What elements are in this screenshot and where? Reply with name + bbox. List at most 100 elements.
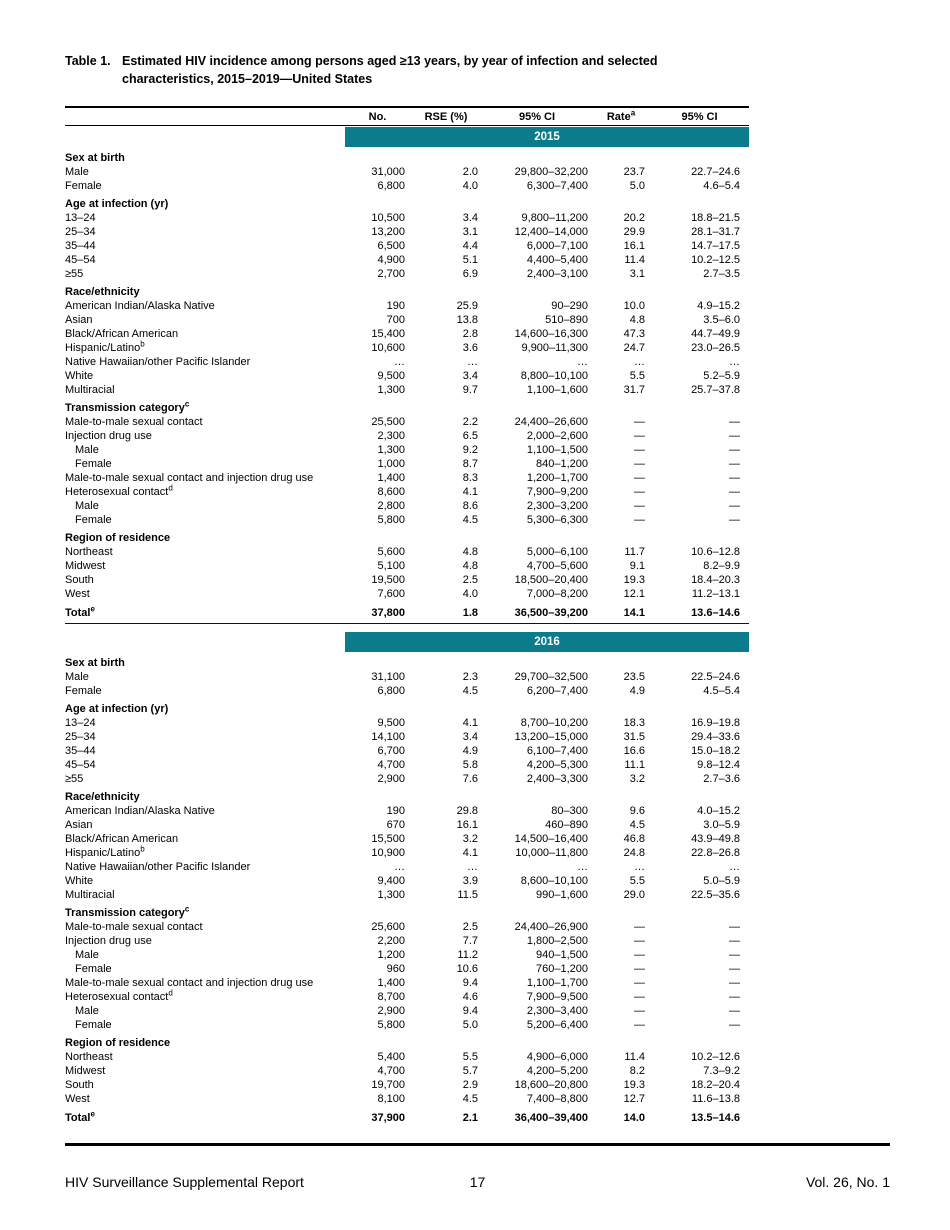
row-label: 35–44 — [65, 240, 96, 252]
cell-rate: 31.7 — [623, 384, 645, 396]
row-label: Multiracial — [65, 889, 115, 901]
table-row: ≥55 2,700 6.9 2,400–3,100 3.1 2.7–3.5 — [65, 267, 749, 281]
cell-no: 4,700 — [377, 759, 405, 771]
row-label: Injection drug use — [65, 430, 152, 442]
table-row: Male 31,100 2.3 29,700–32,500 23.5 22.5–24.6 — [65, 670, 749, 684]
cell-rate: 47.3 — [623, 328, 645, 340]
row-label: Female — [65, 180, 102, 192]
cell-no: 8,700 — [377, 991, 405, 1003]
table-row: Female 960 10.6 760–1,200 — — — [65, 962, 749, 976]
row-label: 35–44 — [65, 745, 96, 757]
cell-ci: 940–1,500 — [536, 949, 588, 961]
cell-rate-ci: 14.7–17.5 — [691, 240, 740, 252]
cell-ci: … — [577, 861, 588, 873]
cell-no: 4,700 — [377, 1065, 405, 1077]
cell-rse: 4.4 — [462, 240, 478, 252]
cell-ci: 8,800–10,100 — [520, 370, 588, 382]
cell-no: 8,600 — [377, 486, 405, 498]
cell-rate: — — [634, 416, 645, 428]
row-label: Male-to-male sexual contact and injectio… — [65, 472, 314, 484]
cell-no: 37,900 — [371, 1112, 405, 1124]
cell-rse: 3.2 — [462, 833, 478, 845]
cell-rate: — — [634, 514, 645, 526]
total-row: Totale 37,800 1.8 36,500–39,200 14.1 13.6–14.… — [65, 605, 749, 620]
cell-no: 1,300 — [377, 444, 405, 456]
banner-spacer — [65, 632, 345, 652]
table-row: 45–54 4,700 5.8 4,200–5,300 11.1 9.8–12.4 — [65, 758, 749, 772]
cell-rate: — — [634, 486, 645, 498]
table-title-line1: Estimated HIV incidence among persons ag… — [122, 54, 658, 68]
cell-rate-ci: 5.2–5.9 — [703, 370, 740, 382]
cell-rse: 7.6 — [462, 773, 478, 785]
column-header-rse: RSE (%) — [424, 110, 468, 123]
cell-rate: 5.5 — [629, 370, 645, 382]
group-header: Race/ethnicity — [65, 790, 749, 804]
cell-rate-ci: — — [729, 444, 740, 456]
table-row: West 8,100 4.5 7,400–8,800 12.7 11.6–13.8 — [65, 1092, 749, 1106]
cell-rse: 4.6 — [462, 991, 478, 1003]
table-row: Male 1,200 11.2 940–1,500 — — — [65, 948, 749, 962]
row-label: South — [65, 1079, 94, 1091]
cell-rse: 3.4 — [462, 731, 478, 743]
cell-rate: — — [634, 963, 645, 975]
cell-rse: 11.2 — [457, 949, 478, 961]
cell-ci: 7,000–8,200 — [526, 588, 588, 600]
year-label: 2016 — [345, 632, 749, 652]
cell-no: 960 — [386, 963, 405, 975]
cell-rate-ci: — — [729, 935, 740, 947]
cell-ci: 1,100–1,600 — [526, 384, 588, 396]
row-label: Male — [75, 444, 99, 456]
group-header: Race/ethnicity — [65, 285, 749, 299]
cell-rse: 9.4 — [462, 1005, 478, 1017]
cell-rate-ci: — — [729, 963, 740, 975]
cell-ci: 18,600–20,800 — [514, 1079, 588, 1091]
cell-rse: 10.6 — [456, 963, 478, 975]
row-label: Hispanic/Latinob — [65, 339, 145, 354]
cell-rate: … — [634, 861, 645, 873]
row-label: Native Hawaiian/other Pacific Islander — [65, 356, 251, 368]
table-title-text: Estimated HIV incidence among persons ag… — [122, 52, 732, 88]
cell-rate-ci: 2.7–3.5 — [703, 268, 740, 280]
table-row: Male 2,800 8.6 2,300–3,200 — — — [65, 499, 749, 513]
group-header-label: Age at infection (yr) — [65, 198, 169, 210]
cell-rate-ci: 22.7–24.6 — [691, 166, 740, 178]
table-row: Male-to-male sexual contact and injectio… — [65, 471, 749, 485]
cell-no: 7,600 — [377, 588, 405, 600]
cell-ci: 4,900–6,000 — [526, 1051, 588, 1063]
cell-rate: 11.7 — [624, 546, 645, 558]
cell-rse: … — [467, 356, 478, 368]
cell-ci: 12,400–14,000 — [514, 226, 588, 238]
cell-no: 5,800 — [377, 1019, 405, 1031]
cell-rse: 5.0 — [462, 1019, 478, 1031]
table-row: Hispanic/Latinob 10,900 4.1 10,000–11,800 24… — [65, 845, 749, 860]
cell-rse: 2.1 — [462, 1112, 478, 1124]
cell-rate: 5.5 — [629, 875, 645, 887]
row-label: Midwest — [65, 560, 106, 572]
cell-rate: 14.0 — [623, 1112, 645, 1124]
group-header-label: Age at infection (yr) — [65, 703, 169, 715]
cell-rse: 8.3 — [462, 472, 478, 484]
cell-rate-ci: — — [729, 472, 740, 484]
table-row: Male-to-male sexual contact and injectio… — [65, 976, 749, 990]
cell-rate-ci: 4.6–5.4 — [703, 180, 740, 192]
cell-ci: 4,400–5,400 — [526, 254, 588, 266]
cell-no: 8,100 — [377, 1093, 405, 1105]
cell-rate: 5.0 — [629, 180, 645, 192]
cell-rate: 20.2 — [623, 212, 645, 224]
cell-rate: 24.7 — [623, 342, 645, 354]
cell-ci: 1,200–1,700 — [526, 472, 588, 484]
row-label: Black/African American — [65, 833, 179, 845]
cell-ci: 29,700–32,500 — [514, 671, 588, 683]
cell-ci: 5,200–6,400 — [526, 1019, 588, 1031]
table-row: Male 31,000 2.0 29,800–32,200 23.7 22.7–24.6 — [65, 165, 749, 179]
cell-rse: 4.1 — [462, 717, 478, 729]
cell-no: 6,800 — [377, 685, 405, 697]
section-divider — [65, 623, 749, 624]
cell-rate: — — [634, 444, 645, 456]
cell-ci: 2,300–3,400 — [526, 1005, 588, 1017]
cell-rate: — — [634, 430, 645, 442]
cell-rse: 6.9 — [462, 268, 478, 280]
cell-rate-ci: 18.2–20.4 — [691, 1079, 740, 1091]
row-label: Male-to-male sexual contact — [65, 921, 203, 933]
cell-no: 13,200 — [371, 226, 405, 238]
